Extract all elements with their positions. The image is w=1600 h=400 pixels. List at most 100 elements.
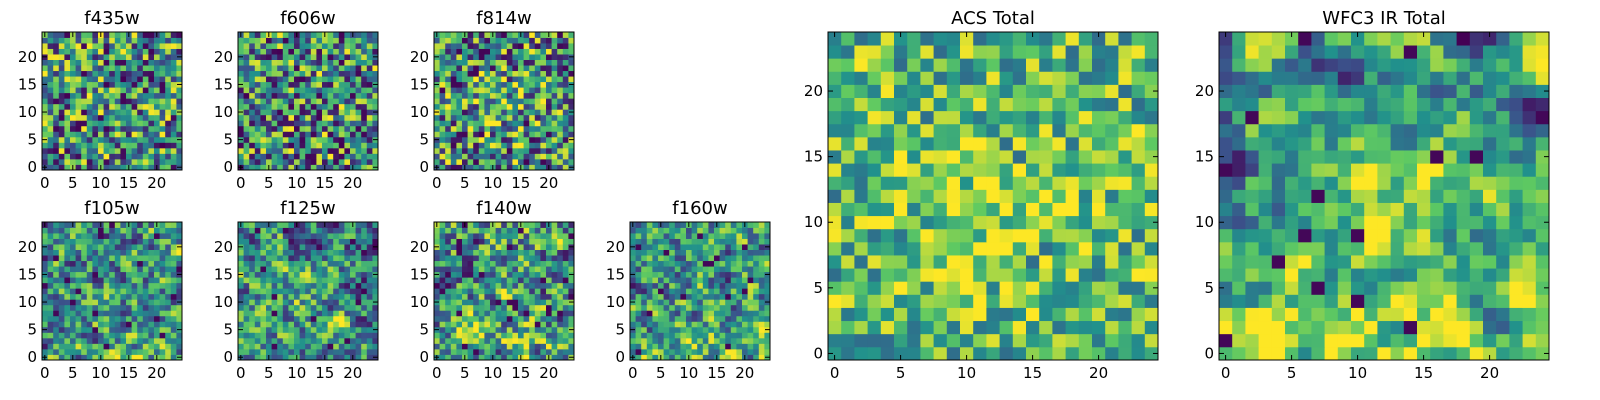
heatmap-cell bbox=[445, 288, 452, 295]
heatmap-cell bbox=[294, 233, 300, 239]
heatmap-cell bbox=[473, 131, 480, 138]
heatmap-cell bbox=[518, 310, 524, 317]
heatmap-cell bbox=[506, 293, 513, 300]
heatmap-cell bbox=[75, 81, 82, 88]
heatmap-cell bbox=[327, 114, 334, 121]
heatmap-cell bbox=[316, 343, 323, 350]
heatmap-cell bbox=[946, 163, 961, 177]
heatmap-cell bbox=[753, 282, 760, 289]
heatmap-cell bbox=[523, 76, 530, 83]
heatmap-cell bbox=[361, 354, 368, 361]
heatmap-cell bbox=[120, 70, 127, 77]
heatmap-cell bbox=[462, 92, 468, 99]
heatmap-cell bbox=[841, 163, 855, 177]
heatmap-cell bbox=[98, 299, 104, 306]
heatmap-cell bbox=[86, 222, 93, 228]
heatmap-cell bbox=[344, 222, 351, 228]
heatmap-cell bbox=[529, 238, 536, 245]
heatmap-cell bbox=[282, 354, 289, 361]
heatmap-cell bbox=[635, 271, 642, 278]
heatmap-cell bbox=[439, 120, 446, 127]
heatmap-cell bbox=[641, 282, 648, 289]
heatmap-cell bbox=[484, 48, 491, 55]
heatmap-cell bbox=[478, 147, 485, 154]
x-tick-label: 15 bbox=[315, 174, 334, 192]
heatmap-cell bbox=[81, 304, 88, 311]
heatmap-cell bbox=[288, 271, 295, 278]
heatmap-cell bbox=[75, 244, 82, 250]
heatmap-cell bbox=[154, 238, 160, 245]
heatmap-cell bbox=[53, 260, 60, 267]
heatmap-cell bbox=[327, 299, 334, 306]
heatmap-cell bbox=[473, 109, 480, 116]
heatmap-cell bbox=[254, 354, 261, 361]
y-tick-label: 0 bbox=[223, 348, 233, 366]
heatmap-cell bbox=[322, 343, 328, 350]
heatmap-cell bbox=[137, 332, 144, 339]
heatmap-cell bbox=[518, 81, 524, 88]
heatmap-cell bbox=[551, 76, 558, 83]
heatmap-cell bbox=[434, 315, 440, 322]
heatmap-cell bbox=[86, 136, 93, 143]
heatmap-cell bbox=[546, 153, 552, 160]
heatmap-cell bbox=[53, 271, 60, 278]
heatmap-cell bbox=[986, 294, 1000, 308]
heatmap-cell bbox=[294, 98, 300, 105]
heatmap-cell bbox=[462, 59, 468, 66]
heatmap-cell bbox=[47, 114, 54, 121]
heatmap-cell bbox=[697, 271, 704, 278]
heatmap-cell bbox=[456, 332, 463, 339]
heatmap-cell bbox=[1012, 255, 1027, 269]
heatmap-cell bbox=[999, 320, 1014, 335]
heatmap-cell bbox=[176, 153, 183, 160]
heatmap-cell bbox=[137, 65, 144, 72]
heatmap-cell bbox=[366, 120, 373, 127]
heatmap-cell bbox=[305, 238, 312, 245]
heatmap-cell bbox=[546, 271, 552, 278]
heatmap-cell bbox=[170, 87, 177, 94]
heatmap-cell bbox=[495, 326, 502, 333]
heatmap-cell bbox=[322, 114, 328, 121]
heatmap-cell bbox=[148, 120, 155, 127]
plot-frame bbox=[433, 221, 575, 361]
heatmap-cell bbox=[854, 307, 868, 322]
heatmap-cell bbox=[540, 260, 547, 267]
heatmap-cell bbox=[310, 147, 317, 154]
heatmap-cell bbox=[294, 65, 300, 72]
heatmap-cell bbox=[344, 266, 351, 273]
heatmap-cell bbox=[344, 120, 351, 127]
heatmap-cell bbox=[946, 281, 961, 295]
heatmap-cell bbox=[366, 103, 373, 110]
heatmap-cell bbox=[1052, 268, 1066, 282]
heatmap-cell bbox=[53, 125, 60, 132]
heatmap-cell bbox=[630, 332, 636, 339]
heatmap-cell bbox=[170, 76, 177, 83]
heatmap-cell bbox=[327, 260, 334, 267]
heatmap-cell bbox=[450, 37, 457, 44]
heatmap-cell bbox=[254, 32, 261, 38]
heatmap-cell bbox=[758, 354, 765, 361]
heatmap-cell bbox=[719, 238, 726, 245]
heatmap-cell bbox=[70, 48, 76, 55]
heatmap-cell bbox=[159, 321, 166, 328]
heatmap-cell bbox=[366, 125, 373, 132]
heatmap-cell bbox=[103, 92, 110, 99]
heatmap-cell bbox=[92, 103, 99, 110]
heatmap-cell bbox=[114, 332, 121, 339]
heatmap-cell bbox=[333, 98, 340, 105]
heatmap-cell bbox=[714, 337, 720, 344]
heatmap-cell bbox=[568, 337, 575, 344]
heatmap-cell bbox=[137, 321, 144, 328]
heatmap-cell bbox=[445, 153, 452, 160]
heatmap-cell bbox=[103, 164, 110, 171]
heatmap-cell bbox=[512, 54, 519, 60]
heatmap-cell bbox=[154, 326, 160, 333]
heatmap-cell bbox=[708, 288, 715, 295]
heatmap-cell bbox=[254, 277, 261, 284]
heatmap-cell bbox=[120, 136, 127, 143]
heatmap-cell bbox=[86, 98, 93, 105]
heatmap-cell bbox=[484, 233, 491, 239]
heatmap-cell bbox=[260, 109, 267, 116]
heatmap-cell bbox=[170, 109, 177, 116]
heatmap-cell bbox=[467, 348, 474, 355]
